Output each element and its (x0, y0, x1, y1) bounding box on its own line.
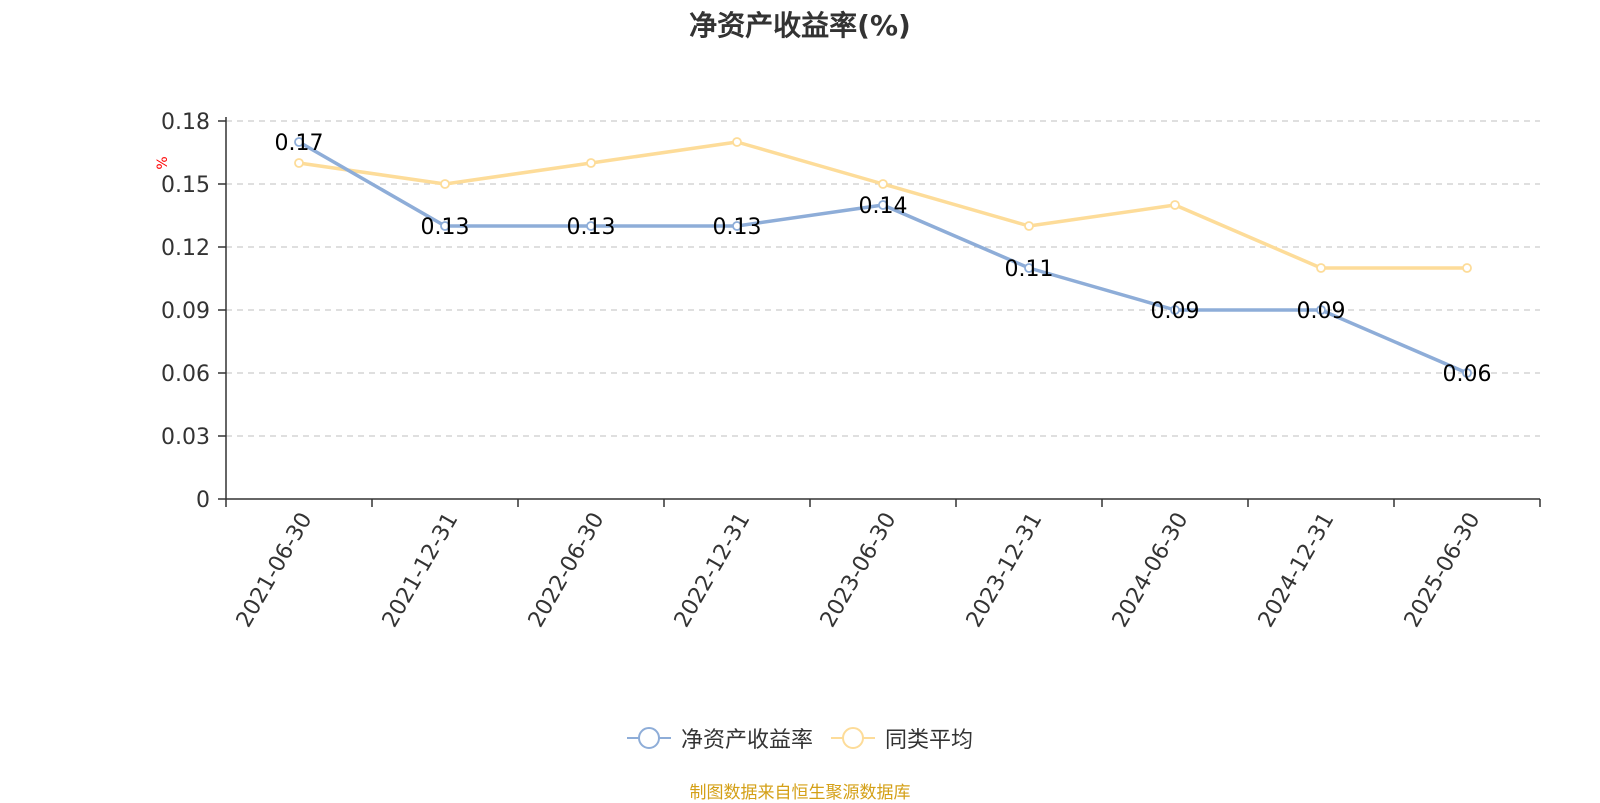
x-tick-label: 2023-12-31 (962, 509, 1048, 632)
data-label: 0.17 (275, 131, 324, 156)
legend-label: 净资产收益率 (680, 728, 813, 753)
data-label: 0.13 (713, 215, 762, 240)
data-label: 0.13 (421, 215, 470, 240)
series-2-point (1462, 263, 1472, 273)
source-note: 制图数据来自恒生聚源数据库 (689, 783, 911, 803)
data-label: 0.06 (1443, 362, 1492, 387)
y-tick-label: 0.12 (161, 236, 210, 261)
chart-title: 净资产收益率(%) (689, 9, 911, 42)
data-label: 0.13 (567, 215, 616, 240)
data-label: 0.09 (1297, 299, 1346, 324)
x-tick-label: 2021-06-30 (232, 509, 318, 632)
legend-label: 同类平均 (885, 728, 974, 753)
x-tick-label: 2022-06-30 (524, 509, 610, 632)
series-1-point (1024, 263, 1034, 273)
series-1-point (1316, 305, 1326, 315)
series-1-point (586, 221, 596, 231)
series-2-point (732, 137, 742, 147)
series-layer (294, 137, 1472, 378)
series-2-point (294, 158, 304, 168)
x-tick-label: 2025-06-30 (1400, 509, 1486, 632)
y-tick-label: 0.18 (161, 110, 210, 135)
series-1-point (1462, 368, 1472, 378)
series-1-point (440, 221, 450, 231)
series-2-point (1024, 221, 1034, 231)
data-label: 0.11 (1005, 257, 1054, 282)
legend-swatch-icon (626, 727, 671, 749)
grid-layer (226, 120, 1540, 437)
legend-item[interactable]: 同类平均 (831, 722, 973, 754)
legend: 净资产收益率 同类平均 (0, 722, 1600, 754)
data-label: 0.14 (859, 194, 908, 219)
legend-item[interactable]: 净资产收益率 (626, 722, 813, 754)
series-2-point (440, 179, 450, 189)
y-tick-label: 0.06 (161, 362, 210, 387)
data-label-layer: 0.17 0.13 0.13 0.13 0.14 0.11 0.09 0.09 0.06 (275, 131, 1492, 387)
x-tick-label: 2021-12-31 (378, 509, 464, 632)
data-label: 0.09 (1151, 299, 1200, 324)
y-tick-label: 0 (196, 488, 210, 513)
series-1-point (1170, 305, 1180, 315)
series-1-point (294, 137, 304, 147)
x-tick-label: 2023-06-30 (816, 509, 902, 632)
series-1-point (732, 221, 742, 231)
legend-swatch-icon (831, 727, 875, 749)
y-tick-label: 0.03 (161, 425, 210, 450)
y-tick-label: 0.09 (161, 299, 210, 324)
x-tick-label: 2024-12-31 (1254, 509, 1340, 632)
y-axis-label: % (155, 156, 171, 169)
y-tick-label: 0.15 (161, 173, 210, 198)
series-1-point (878, 200, 888, 210)
series-line-1 (298, 140, 1468, 375)
series-2-point (1170, 200, 1180, 210)
x-tick-label: 2024-06-30 (1108, 509, 1194, 632)
series-2-point (1316, 263, 1326, 273)
axis-layer: 0 0.03 0.06 0.09 0.12 0.15 0.18% 2021-06-30 2021… (155, 110, 1541, 632)
x-tick-label: 2022-12-31 (670, 509, 756, 632)
series-2-point (878, 179, 888, 189)
series-2-point (586, 158, 596, 168)
